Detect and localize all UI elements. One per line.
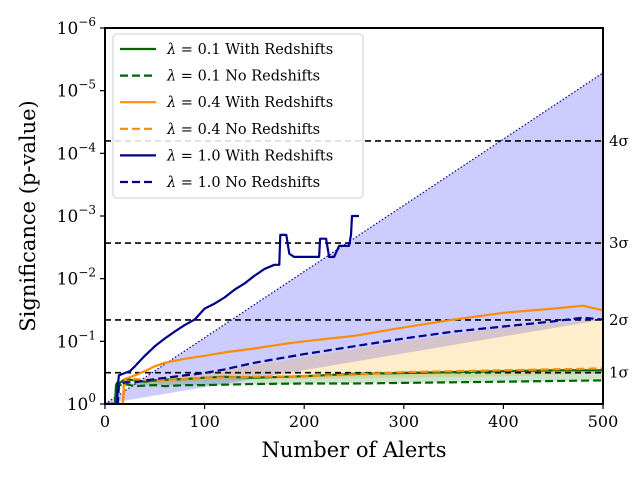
series-line-5 bbox=[105, 316, 603, 404]
legend-label-3: λ = 0.4 No Redshifts bbox=[166, 122, 320, 138]
sigma-label-3: 4σ bbox=[609, 132, 629, 150]
x-tick-label-0: 0 bbox=[100, 412, 110, 431]
sigma-label-1: 2σ bbox=[609, 311, 629, 329]
y-tick-label-5: 10−1 bbox=[57, 328, 96, 352]
x-axis-label: Number of Alerts bbox=[261, 438, 446, 462]
y-axis-label: Significance (p-value) bbox=[16, 100, 40, 331]
x-tick-label-1: 100 bbox=[189, 412, 220, 431]
envelope-line bbox=[105, 72, 603, 404]
legend: λ = 0.1 With Redshifts λ = 0.1 No Redshif… bbox=[112, 33, 364, 199]
x-tick-label-3: 300 bbox=[389, 412, 420, 431]
x-tick-label-2: 200 bbox=[289, 412, 320, 431]
series-line-4 bbox=[105, 214, 359, 404]
series-line-2 bbox=[105, 304, 603, 404]
axis-ticks: 0 100 200 300 400 50010−610−510−410−310−210−1… bbox=[57, 15, 619, 431]
band-2 bbox=[105, 370, 603, 404]
y-tick-label-2: 10−4 bbox=[57, 140, 97, 164]
series-lines bbox=[105, 72, 603, 404]
legend-label-1: λ = 0.1 No Redshifts bbox=[166, 69, 320, 85]
legend-label-4: λ = 1.0 With Redshifts bbox=[166, 148, 333, 164]
band-1 bbox=[105, 319, 603, 404]
y-tick-label-1: 10−5 bbox=[57, 78, 96, 102]
x-tick-label-5: 500 bbox=[588, 412, 619, 431]
sigma-label-0: 1σ bbox=[609, 364, 629, 382]
y-tick-label-3: 10−3 bbox=[57, 203, 96, 227]
y-tick-label-6: 100 bbox=[67, 391, 96, 415]
legend-label-5: λ = 1.0 No Redshifts bbox=[166, 175, 320, 191]
x-tick-label-4: 400 bbox=[488, 412, 519, 431]
legend-label-2: λ = 0.4 With Redshifts bbox=[166, 95, 333, 111]
y-tick-label-0: 10−6 bbox=[57, 15, 96, 39]
legend-box bbox=[112, 33, 364, 199]
legend-label-0: λ = 0.1 With Redshifts bbox=[166, 42, 333, 58]
sigma-label-2: 3σ bbox=[609, 234, 629, 252]
y-tick-label-4: 10−2 bbox=[57, 266, 96, 290]
